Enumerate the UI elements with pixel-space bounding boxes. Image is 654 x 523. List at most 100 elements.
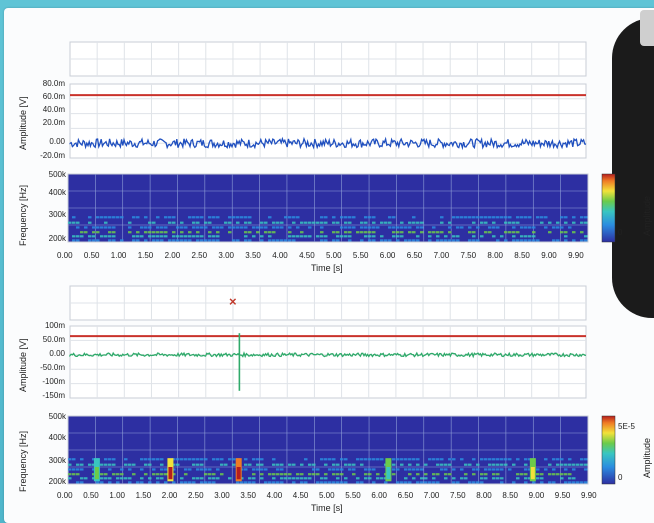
- spectro-cell: [584, 463, 588, 466]
- spectro-cell: [368, 226, 372, 229]
- spectro-cell: [160, 473, 164, 476]
- spectro-cell: [560, 226, 564, 229]
- event-marker[interactable]: ×: [229, 294, 237, 309]
- spectro-cell: [220, 226, 224, 229]
- spectro-cell: [148, 226, 152, 229]
- spectro-cell: [128, 468, 132, 471]
- spectro-cell: [496, 468, 500, 471]
- spectro-cell: [260, 235, 264, 238]
- spectro-cell: [432, 477, 436, 480]
- spectro-cell: [148, 231, 152, 234]
- spectro-cell: [184, 481, 188, 484]
- spectro-cell: [480, 235, 484, 238]
- tick-label: 2.50: [191, 251, 208, 260]
- tick-label: 9.90: [568, 251, 584, 260]
- tick-label: 400k: [48, 433, 66, 442]
- spectro-cell: [380, 235, 384, 238]
- spectro-cell: [368, 477, 372, 480]
- spectro-cell: [116, 477, 120, 480]
- spectro-cell: [156, 481, 160, 484]
- spectro-cell: [540, 221, 544, 224]
- spectro-cell: [500, 216, 504, 219]
- spectro-cell: [344, 216, 348, 219]
- spectro-cell: [200, 226, 204, 229]
- tick-label: 4.00: [272, 251, 288, 260]
- spectro-cell: [260, 239, 264, 242]
- spectro-cell: [584, 235, 588, 238]
- spectro-cell: [396, 231, 400, 234]
- tick-label: 7.50: [460, 251, 477, 260]
- spectro-cell: [136, 235, 140, 238]
- spectro-cell: [140, 468, 144, 471]
- spectro-cell: [572, 216, 576, 219]
- tick-label: 3.50: [245, 251, 261, 260]
- spectro-cell: [560, 231, 564, 234]
- spectro-cell: [576, 463, 580, 466]
- tick-label: 200k: [48, 477, 66, 486]
- colorbar: [601, 415, 616, 485]
- spectro-cell: [416, 235, 420, 238]
- spectro-cell: [72, 235, 76, 238]
- spectro-cell: [192, 226, 196, 229]
- spectro-cell: [204, 239, 208, 242]
- spectro-cell: [108, 481, 112, 484]
- spectro-cell: [412, 221, 416, 224]
- tick-label: 4.50: [292, 491, 309, 500]
- spectro-cell: [452, 468, 456, 471]
- spectro-cell: [536, 468, 540, 471]
- spectro-cell: [140, 481, 144, 484]
- tick-label: 9.50: [554, 491, 571, 500]
- spectro-cell: [192, 463, 196, 466]
- spectro-cell: [152, 458, 156, 461]
- tick-label: 0.00: [49, 349, 65, 358]
- spectro-cell: [160, 468, 164, 471]
- spectro-cell: [112, 216, 116, 219]
- spectro-cell: [380, 221, 384, 224]
- spectro-cell: [468, 231, 472, 234]
- spectro-cell: [564, 481, 568, 484]
- spectro-cell: [244, 463, 248, 466]
- spectro-cell: [336, 235, 340, 238]
- spectro-cell: [288, 473, 292, 476]
- panel1-colorbar-zero-label: 0: [618, 228, 623, 237]
- spectro-cell: [160, 477, 164, 480]
- spectro-cell: [132, 463, 136, 466]
- spectro-cell: [252, 235, 256, 238]
- spectro-cell: [272, 458, 276, 461]
- spectro-cell: [448, 226, 452, 229]
- spectro-cell: [72, 468, 76, 471]
- spectro-cell: [172, 473, 176, 476]
- spectro-cell: [428, 481, 432, 484]
- spectro-cell: [76, 468, 80, 471]
- spectro-cell: [364, 468, 368, 471]
- panel2-colorbar-max-label: 5E-5: [618, 422, 635, 431]
- spectro-cell: [80, 463, 84, 466]
- panel2-colorbar-zero-label: 0: [618, 473, 623, 482]
- spectro-cell: [144, 463, 148, 466]
- spectro-cell: [452, 235, 456, 238]
- spectro-cell: [564, 473, 568, 476]
- spectro-cell: [408, 458, 412, 461]
- spectro-cell: [456, 226, 460, 229]
- spectro-cell: [416, 473, 420, 476]
- tick-label: 60.0m: [42, 92, 65, 101]
- spectro-cell: [148, 481, 152, 484]
- spectro-cell: [208, 235, 212, 238]
- tick-label: 2.00: [164, 251, 181, 260]
- spectro-cell: [336, 239, 340, 242]
- spectro-cell: [156, 226, 160, 229]
- tick-label: 6.00: [371, 491, 387, 500]
- spectro-cell: [224, 221, 228, 224]
- spectro-cell: [184, 235, 188, 238]
- spectro-cell: [540, 481, 544, 484]
- tick-label: 3.00: [218, 251, 234, 260]
- tick-label: 7.00: [423, 491, 440, 500]
- spectro-cell: [332, 468, 336, 471]
- spectro-cell: [316, 235, 320, 238]
- spectro-cell: [376, 477, 380, 480]
- spectro-cell: [416, 226, 420, 229]
- spectro-cell: [556, 473, 560, 476]
- spectro-cell: [452, 477, 456, 480]
- spectro-cell: [388, 239, 392, 242]
